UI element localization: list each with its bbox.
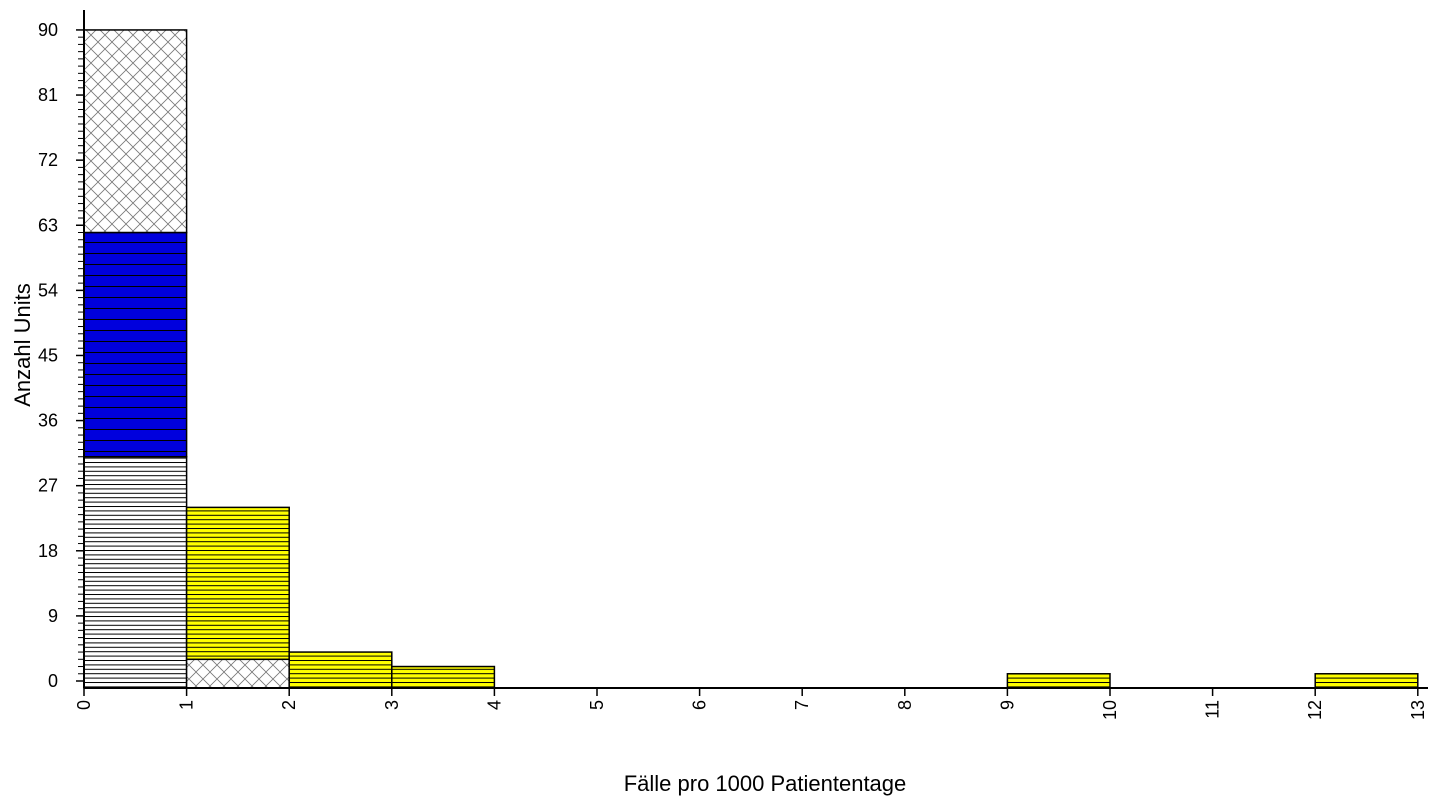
bars-layer <box>83 29 1419 689</box>
y-tick-label: 0 <box>48 671 58 691</box>
bar-1-2-segment-1-pattern <box>185 506 290 661</box>
y-tick-label: 18 <box>38 541 58 561</box>
y-tick-label: 36 <box>38 411 58 431</box>
x-tick-label: 0 <box>74 700 94 710</box>
x-tick-label: 6 <box>690 700 710 710</box>
x-tick-label: 11 <box>1203 700 1223 719</box>
y-tick-label: 72 <box>38 150 58 170</box>
x-tick-label: 3 <box>382 700 402 710</box>
x-tick-label: 8 <box>895 700 915 710</box>
bar-0-1-segment-1-pattern <box>83 231 188 458</box>
bar-1-2-segment-0-pattern <box>185 658 290 689</box>
y-tick-label: 45 <box>38 345 58 365</box>
y-tick-label: 54 <box>38 280 58 300</box>
y-tick-label: 63 <box>38 215 58 235</box>
bar-12-13-segment-0-pattern <box>1314 673 1419 689</box>
y-tick-label: 9 <box>48 606 58 626</box>
bar-2-3-segment-0-pattern <box>288 651 393 689</box>
y-tick-label: 90 <box>38 20 58 40</box>
x-tick-label: 12 <box>1305 700 1325 720</box>
bar-0-1-segment-0-pattern <box>83 455 188 689</box>
x-tick-label: 7 <box>792 700 812 710</box>
bar-3-4-segment-0-pattern <box>391 665 496 689</box>
y-axis-title: Anzahl Units <box>10 283 35 407</box>
x-tick-label: 4 <box>484 700 504 710</box>
x-tick-label: 10 <box>1100 700 1120 720</box>
axes-layer <box>83 10 1428 689</box>
x-tick-label: 1 <box>177 700 197 710</box>
x-tick-label: 5 <box>587 700 607 710</box>
x-tick-label: 13 <box>1408 700 1428 720</box>
y-tick-label: 27 <box>38 476 58 496</box>
bar-9-10-segment-0-pattern <box>1006 673 1111 689</box>
x-axis-title: Fälle pro 1000 Patiententage <box>624 771 907 796</box>
x-tick-label: 2 <box>279 700 299 710</box>
y-tick-label: 81 <box>38 85 58 105</box>
bar-0-1-segment-2-pattern <box>83 29 188 234</box>
x-tick-label: 9 <box>997 700 1017 710</box>
